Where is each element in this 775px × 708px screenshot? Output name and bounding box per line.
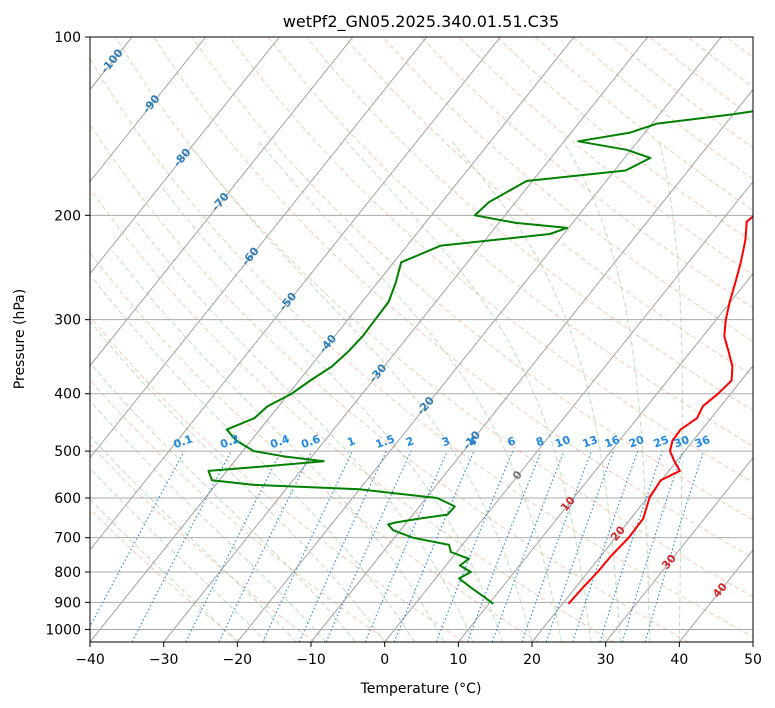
x-tick-label: 50 <box>744 652 762 668</box>
plot-background <box>90 37 753 642</box>
moist-adiabat <box>90 362 356 642</box>
mixing-ratio-label: 30 <box>672 433 691 451</box>
moist-adiabat <box>92 277 415 642</box>
dewpoint-profile-line <box>207 110 753 605</box>
mixing-ratio-label: 0.6 <box>299 432 322 451</box>
mixing-ratio-label: 3 <box>440 434 452 449</box>
dry-adiabat <box>90 379 390 642</box>
moist-adiabat <box>90 400 327 642</box>
dry-adiabat <box>90 508 241 642</box>
isotherm-line <box>90 37 207 183</box>
mixing-ratio-label: 16 <box>603 433 622 451</box>
moist-adiabat <box>90 467 268 642</box>
mixing-ratio-line <box>364 450 448 642</box>
moist-adiabat <box>112 250 445 642</box>
moist-adiabat <box>90 320 386 642</box>
y-tick-label: 200 <box>54 208 81 224</box>
isotherm-line <box>163 37 649 642</box>
x-tick-label: 0 <box>380 652 389 668</box>
mixing-ratio-label: 25 <box>652 433 671 450</box>
isotherm-line <box>236 37 722 642</box>
isotherm-line <box>457 272 753 642</box>
mixing-ratio-label: 2 <box>404 434 416 449</box>
y-tick-label: 1000 <box>45 622 81 638</box>
isotherm-line <box>90 37 354 367</box>
y-axis-title: Pressure (hPa) <box>12 289 28 389</box>
moist-adiabat <box>90 498 238 642</box>
mixing-ratio-label: 36 <box>693 433 712 451</box>
axis-layer: −40 −30 −20 −10 0 10 20 30 40 5010020030040050060… <box>45 30 762 668</box>
mixing-ratio-label: 0.4 <box>269 432 292 451</box>
temperature-profile-line <box>567 215 753 605</box>
mixing-ratio-line <box>521 450 592 642</box>
dry-adiabat <box>153 37 753 559</box>
mixing-ratio-line <box>393 450 475 642</box>
mixing-ratio-label: 4 <box>467 434 479 449</box>
y-tick-label: 700 <box>54 531 81 547</box>
x-axis-title: Temperature (°C) <box>360 681 482 697</box>
dry-adiabat <box>420 37 753 309</box>
isotherm-line <box>90 37 575 642</box>
mixing-ratio-line <box>545 450 614 642</box>
mixing-ratio-line <box>491 450 565 642</box>
y-tick-label: 100 <box>54 30 81 46</box>
dry-adiabat <box>382 37 753 343</box>
dry-adiabat <box>90 443 315 642</box>
dry-adiabat <box>115 37 753 598</box>
mixing-ratio-line <box>466 450 542 642</box>
dry-adiabat <box>90 123 689 642</box>
x-tick-label: −40 <box>75 652 105 668</box>
isotherm-line <box>531 365 753 642</box>
mixing-ratio-line <box>435 450 514 642</box>
mixing-ratio-line <box>621 450 684 642</box>
mixing-ratio-line <box>599 450 663 642</box>
mixing-ratio-line <box>185 450 282 642</box>
isotherm-line <box>752 641 753 642</box>
isotherm-line <box>90 37 501 551</box>
mixing-ratio-line <box>644 450 705 642</box>
isotherm-line <box>0 37 58 642</box>
x-tick-label: 40 <box>670 652 688 668</box>
mixing-ratio-label: 13 <box>581 433 600 450</box>
y-tick-label: 600 <box>54 491 81 507</box>
moist-adiabat <box>135 221 474 642</box>
dry-adiabat <box>90 315 465 642</box>
series-layer <box>207 110 753 605</box>
mixing-ratio-label: 0.2 <box>219 432 242 451</box>
mixing-ratio-line <box>572 450 639 642</box>
mixing-ratio-line <box>90 450 185 628</box>
x-tick-label: 20 <box>523 652 541 668</box>
mixing-ratio-label: 6 <box>506 434 518 449</box>
mixing-ratio-label: 0.1 <box>172 432 195 451</box>
y-tick-label: 500 <box>54 444 81 460</box>
isotherm-line <box>90 37 280 275</box>
chart-title: wetPf2_GN05.2025.340.01.51.C35 <box>283 12 559 32</box>
x-tick-label: −10 <box>296 652 326 668</box>
isotherm-line <box>90 37 428 459</box>
dry-adiabat <box>90 188 614 642</box>
mixing-ratio-label: 1 <box>346 434 358 449</box>
isotherm-line <box>384 180 753 642</box>
y-tick-label: 900 <box>54 595 81 611</box>
mixing-ratio-label: 10 <box>553 433 572 451</box>
isotherm-line <box>310 88 753 642</box>
mixing-ratio-line <box>325 450 412 642</box>
dry-adiabat <box>267 37 753 447</box>
y-tick-label: 400 <box>54 387 81 403</box>
mixing-ratio-label: 1.5 <box>374 432 397 451</box>
plot-frame <box>89 36 754 643</box>
x-tick-label: −20 <box>223 652 253 668</box>
grid-layer <box>0 37 753 642</box>
y-tick-label: 800 <box>54 565 81 581</box>
y-tick-label: 300 <box>54 313 81 329</box>
isotherm-line <box>605 457 753 642</box>
mixing-ratio-label: 20 <box>627 433 646 451</box>
dry-adiabat <box>191 37 753 521</box>
x-tick-label: 10 <box>449 652 467 668</box>
x-tick-label: 30 <box>597 652 615 668</box>
mixing-ratio-label: 8 <box>534 434 546 449</box>
x-tick-label: −30 <box>149 652 179 668</box>
